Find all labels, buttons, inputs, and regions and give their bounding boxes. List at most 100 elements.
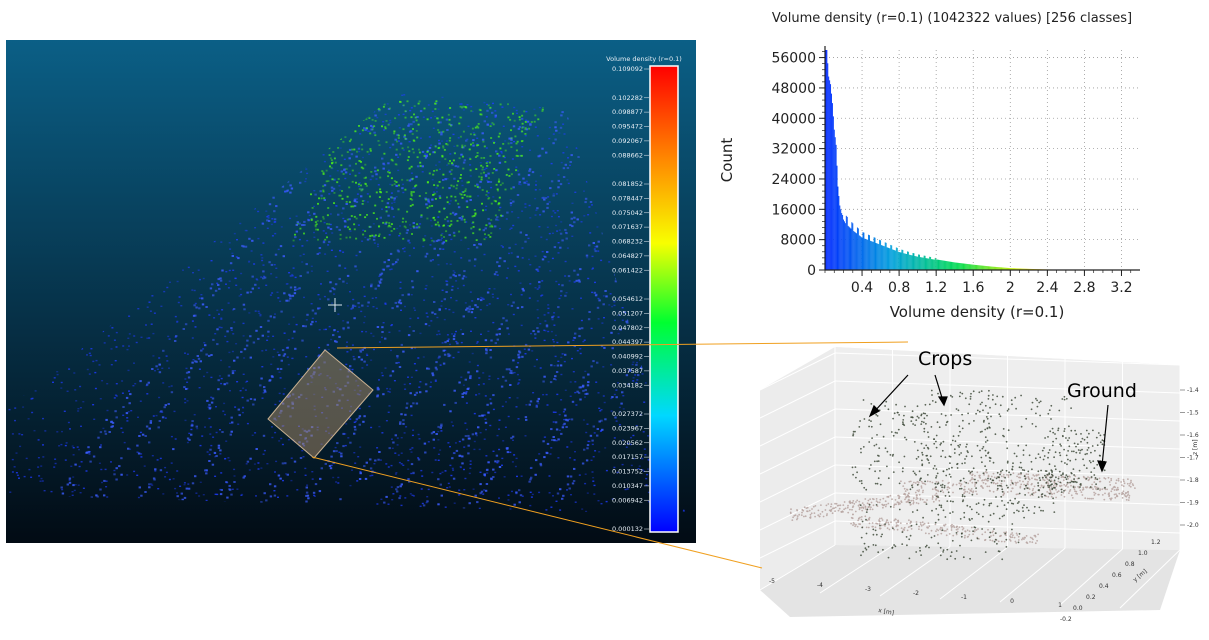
scale-tick-label: 0.051207 — [612, 309, 643, 317]
y-tick-label-3d: 1.0 — [1138, 550, 1148, 557]
histogram-bar — [893, 249, 895, 270]
scale-tick-label: 0.027372 — [612, 410, 643, 418]
point-cloud-view[interactable]: Volume density (r=0.1) 0.109092 0.102282 0… — [6, 40, 696, 543]
histogram-bar — [929, 256, 931, 270]
histogram-bar — [949, 261, 951, 270]
histogram-bar — [973, 264, 975, 270]
y-tick-label: 56000 — [771, 51, 816, 67]
histogram-bar — [881, 245, 883, 270]
histogram-bar — [825, 50, 827, 270]
x-tick-label: 2 — [1006, 280, 1015, 296]
x-tick-label-3d: 1 — [1058, 602, 1062, 609]
histogram-bar — [963, 263, 965, 270]
histogram-bar — [995, 266, 997, 270]
histogram-bar — [830, 84, 832, 270]
scale-tick-label: 0.064827 — [612, 252, 643, 260]
histogram-bar — [998, 267, 1000, 270]
y-tick-label-3d: 0.6 — [1112, 572, 1122, 579]
x-tick-label: 1.6 — [962, 280, 984, 296]
histogram-bar — [834, 137, 836, 270]
histogram-bar — [903, 253, 905, 270]
histogram-bar — [877, 243, 879, 270]
histogram-bar — [927, 258, 929, 270]
histogram-bar — [864, 238, 866, 270]
histogram-bar — [925, 258, 927, 270]
histogram-bar — [881, 245, 882, 270]
histogram-bar — [908, 254, 910, 270]
scale-tick-label: 0.109092 — [612, 65, 643, 73]
histogram-bar — [913, 253, 915, 270]
histogram-bar — [906, 254, 907, 270]
histogram-bar — [918, 254, 920, 270]
histogram-bar — [872, 241, 874, 270]
histogram-bar — [1019, 268, 1021, 270]
histogram-bar — [996, 267, 998, 270]
histogram-bar — [833, 129, 835, 270]
histogram-bar — [984, 265, 986, 270]
histogram-bar — [934, 257, 936, 270]
histogram-bar — [894, 250, 896, 270]
histogram-bar — [945, 261, 947, 270]
scale-tick-label: 0.020562 — [612, 439, 643, 447]
histogram-bar — [917, 256, 919, 270]
histogram-bar — [895, 247, 897, 270]
histogram-bar — [910, 255, 912, 270]
histogram-bar — [941, 260, 943, 270]
histogram-bar — [894, 250, 895, 270]
histogram-bar — [867, 239, 869, 270]
scale-tick-label: 0.037587 — [612, 367, 643, 375]
histogram-bar — [862, 232, 864, 270]
histogram-bar — [836, 165, 838, 270]
scale-tick-label: 0.081852 — [612, 180, 643, 188]
scale-tick-label: 0.000132 — [612, 525, 643, 533]
histogram-bar — [981, 265, 983, 270]
chart-title: Volume density (r=0.1) (1042322 values) … — [772, 11, 1132, 26]
histogram-bar — [860, 236, 862, 270]
histogram-bar — [869, 240, 871, 270]
3d-scatter-plot: -1.4 -1.5 -1.6 -1.7 -1.8 -1.9 -2.0 -5 -4 -3 -2 -1 0 1… — [759, 347, 1199, 623]
histogram-bar — [831, 103, 833, 270]
histogram-bar — [839, 205, 841, 270]
histogram-bar — [826, 50, 828, 270]
histogram-bar — [935, 259, 937, 270]
histogram-bar — [828, 76, 830, 270]
histogram-bar — [989, 266, 991, 270]
histogram-bar — [880, 240, 882, 270]
x-tick-label: 0.4 — [851, 280, 873, 296]
histogram-bar — [965, 263, 967, 270]
histogram-bar — [944, 260, 946, 270]
histogram-bar — [932, 259, 933, 270]
histogram-bar — [971, 264, 973, 270]
scale-tick-label: 0.068232 — [612, 238, 643, 246]
scale-tick-label: 0.095472 — [612, 123, 643, 131]
histogram-bar — [966, 263, 968, 270]
histogram-bar — [871, 241, 873, 270]
histogram-bar — [883, 246, 885, 270]
histogram-bar — [843, 221, 845, 270]
histogram-bar — [1001, 267, 1003, 270]
x-tick-label-3d: -4 — [817, 582, 823, 589]
selection-box[interactable] — [267, 349, 374, 459]
scale-tick-label: 0.013752 — [612, 468, 643, 476]
histogram-bar — [955, 262, 957, 270]
histogram-bar — [1014, 268, 1016, 270]
histogram-bar — [882, 245, 884, 270]
histogram-bar — [948, 261, 950, 270]
histogram-bar — [859, 236, 861, 270]
x-axis-label: Volume density (r=0.1) — [890, 303, 1065, 321]
histogram-bar — [885, 242, 887, 270]
histogram-bar — [942, 260, 944, 270]
histogram-bar — [850, 228, 852, 270]
histogram-bar — [1018, 268, 1020, 270]
histogram-bar — [1012, 268, 1014, 270]
y-tick-label-3d: -0.2 — [1060, 616, 1072, 623]
annotation-arrows — [868, 374, 1109, 473]
histogram-bar — [902, 249, 904, 270]
histogram-bar — [1005, 267, 1007, 270]
x-tick-label: 2.4 — [1036, 280, 1058, 296]
histogram-bar — [1017, 268, 1019, 270]
scale-tick-label: 0.006942 — [612, 496, 643, 504]
histogram-bar — [1016, 268, 1018, 270]
histogram-bar — [915, 256, 917, 270]
histogram-bar — [944, 260, 945, 270]
